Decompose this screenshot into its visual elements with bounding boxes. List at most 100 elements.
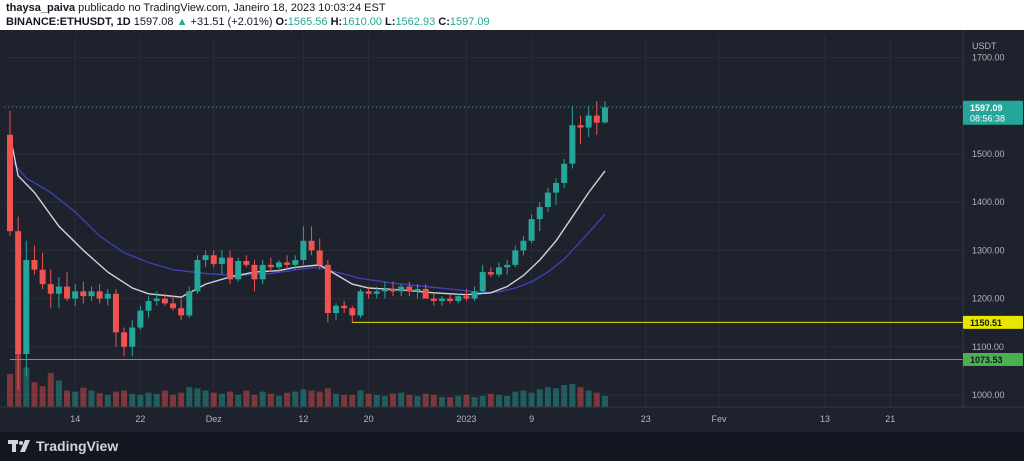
volume-bar xyxy=(308,390,315,407)
candle-body xyxy=(447,298,454,301)
price-axis-panel xyxy=(963,30,1024,432)
candle-body xyxy=(202,255,209,261)
published-text: publicado no TradingView.com, Janeiro 18… xyxy=(78,2,386,14)
candle-body xyxy=(153,298,160,301)
volume-bar xyxy=(210,392,217,407)
candle-body xyxy=(267,264,274,268)
symbol-label[interactable]: BINANCE:ETHUSDT, 1D xyxy=(6,16,131,28)
candle-body xyxy=(414,288,421,292)
volume-bar xyxy=(251,394,258,407)
candle-body xyxy=(129,327,136,347)
low-value: 1562.93 xyxy=(395,16,436,28)
candle-body xyxy=(504,264,511,268)
candle-body xyxy=(72,291,79,299)
time-tick-label: 12 xyxy=(298,414,308,424)
volume-bar xyxy=(406,394,413,407)
volume-bar xyxy=(398,392,405,407)
candle-body xyxy=(398,286,405,292)
high-label: H: xyxy=(330,16,343,28)
volume-bar xyxy=(471,397,478,407)
candle-body xyxy=(292,260,299,265)
price-chart[interactable]: USDT1700.001600.001500.001400.001300.001… xyxy=(0,30,1024,432)
volume-bar xyxy=(341,394,348,407)
volume-bar xyxy=(487,393,494,407)
volume-bar xyxy=(186,387,193,407)
candle-body xyxy=(585,115,592,128)
brand-name: TradingView xyxy=(36,438,119,454)
volume-bar xyxy=(112,391,119,407)
volume-bar xyxy=(438,397,445,407)
candle-body xyxy=(333,305,339,314)
candle-body xyxy=(80,291,87,297)
candle-body xyxy=(438,298,445,301)
candle-body xyxy=(218,257,225,264)
chart-background xyxy=(0,30,1024,432)
volume-bar xyxy=(39,386,46,407)
change-arrow-icon: ▲ xyxy=(176,16,188,28)
high-value: 1610.00 xyxy=(342,16,382,28)
author-name[interactable]: thaysa_paiva xyxy=(6,2,76,14)
volume-bar xyxy=(275,396,282,407)
volume-bar xyxy=(593,392,600,407)
volume-bar xyxy=(349,394,356,407)
volume-bar xyxy=(504,396,511,407)
volume-bar xyxy=(72,391,79,407)
tradingview-logo-icon xyxy=(8,440,30,452)
volume-bar xyxy=(178,392,185,407)
candle-body xyxy=(137,310,144,328)
candle-body xyxy=(227,257,234,280)
volume-bar xyxy=(259,391,266,407)
volume-bar xyxy=(129,393,136,407)
candle-body xyxy=(186,291,193,316)
price-label-value: 1073.53 xyxy=(970,355,1003,365)
candle-body xyxy=(275,262,282,268)
volume-bar xyxy=(88,390,95,407)
volume-bar xyxy=(569,383,576,407)
volume-bar xyxy=(390,393,397,407)
price-label-value: 1597.09 xyxy=(970,103,1003,113)
time-tick-label: 22 xyxy=(135,414,145,424)
candle-body xyxy=(561,163,568,183)
volume-bar xyxy=(55,380,62,407)
candle-body xyxy=(121,332,128,347)
tradingview-logo[interactable]: TradingView xyxy=(8,438,118,454)
candle-body xyxy=(422,288,429,299)
candle-body xyxy=(324,264,331,314)
open-value: 1565.56 xyxy=(287,16,328,28)
volume-bar xyxy=(96,393,103,407)
candle-body xyxy=(601,107,608,123)
volume-bar xyxy=(243,390,250,407)
ohlc-legend: BINANCE:ETHUSDT, 1D 1597.08 ▲ +31.51 (+2… xyxy=(6,16,490,29)
candle-body xyxy=(31,260,38,270)
volume-bar xyxy=(227,391,234,407)
candle-body xyxy=(479,272,486,292)
volume-bar xyxy=(300,389,307,407)
volume-bar xyxy=(357,390,364,407)
candle-body xyxy=(308,240,315,251)
candle-body xyxy=(161,298,168,304)
candle-body xyxy=(316,250,323,265)
volume-bar xyxy=(104,394,111,407)
volume-bar xyxy=(137,394,144,407)
price-label-countdown: 08:56:38 xyxy=(970,113,1005,123)
volume-bar xyxy=(292,391,299,407)
volume-bar xyxy=(31,382,38,407)
candle-body xyxy=(7,134,13,232)
volume-bar xyxy=(170,394,176,407)
volume-bar xyxy=(585,390,592,407)
price-tick-label: 1200.00 xyxy=(972,294,1005,304)
volume-bar xyxy=(561,385,568,407)
candle-body xyxy=(88,291,95,297)
candle-body xyxy=(455,296,462,301)
price-tick-label: 1700.00 xyxy=(972,53,1005,63)
candle-body xyxy=(23,260,30,354)
volume-bar xyxy=(414,396,421,407)
volume-bar xyxy=(47,372,54,407)
candle-body xyxy=(553,182,560,193)
candle-body xyxy=(112,293,119,333)
footer-bar: TradingView xyxy=(0,432,1024,461)
open-label: O: xyxy=(275,16,288,28)
volume-bar xyxy=(316,391,323,407)
close-label: C: xyxy=(438,16,450,28)
candle-body xyxy=(235,261,242,280)
